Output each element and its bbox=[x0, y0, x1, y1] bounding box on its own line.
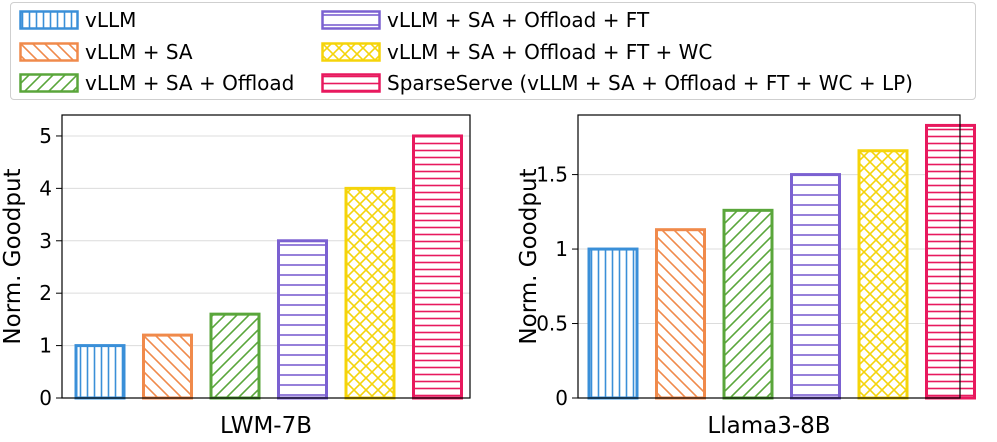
y-axis-label: Norm. Goodput bbox=[516, 168, 542, 344]
legend-swatch-vllm bbox=[19, 10, 79, 30]
legend-label: SparseServe (vLLM + SA + Offload + FT + … bbox=[387, 71, 913, 95]
legend-item-ft: vLLM + SA + Offload + FT bbox=[321, 6, 649, 34]
legend-swatch-ft bbox=[321, 10, 381, 30]
legend-swatch-sparseserve bbox=[321, 73, 381, 93]
bar bbox=[277, 239, 328, 400]
y-tick-label: 5 bbox=[39, 124, 52, 148]
y-tick-label: 1.5 bbox=[536, 163, 568, 187]
y-tick-label: 1 bbox=[39, 334, 52, 358]
legend-label: vLLM bbox=[85, 8, 137, 32]
legend-item-offload: vLLM + SA + Offload bbox=[19, 69, 294, 97]
bar bbox=[344, 186, 396, 400]
legend-item-sparseserve: SparseServe (vLLM + SA + Offload + FT + … bbox=[321, 69, 913, 97]
legend-swatch-offload bbox=[19, 73, 79, 93]
legend-swatch-vllm-sa bbox=[19, 42, 79, 62]
bar bbox=[587, 247, 639, 400]
axes-frame bbox=[577, 114, 961, 399]
legend: vLLM vLLM + SA vLLM + SA + Offload vLLM … bbox=[10, 2, 976, 100]
y-tick-label: 0 bbox=[39, 386, 52, 410]
y-axis-label: Norm. Goodput bbox=[0, 168, 26, 344]
chart-lwm-7b: 0 1 2 3 4 5 LWM-7B Norm. Goodput bbox=[0, 114, 471, 439]
y-tick-label: 1 bbox=[555, 237, 568, 261]
legend-item-vllm-sa: vLLM + SA bbox=[19, 38, 193, 66]
legend-item-vllm: vLLM bbox=[19, 6, 136, 34]
x-axis-label: LWM-7B bbox=[220, 413, 312, 439]
bar bbox=[722, 208, 774, 400]
legend-label: vLLM + SA + Offload + FT bbox=[387, 8, 650, 32]
y-tick-label: 3 bbox=[39, 229, 52, 253]
legend-label: vLLM + SA + Offload + FT + WC bbox=[387, 40, 713, 64]
bar bbox=[857, 149, 909, 400]
bar bbox=[655, 228, 706, 400]
legend-item-wc: vLLM + SA + Offload + FT + WC bbox=[321, 38, 712, 66]
x-axis-label: Llama3-8B bbox=[707, 413, 830, 439]
bar bbox=[74, 344, 126, 400]
legend-swatch-wc bbox=[321, 42, 381, 62]
y-tick-label: 2 bbox=[39, 281, 52, 305]
legend-label: vLLM + SA bbox=[85, 40, 193, 64]
bar bbox=[209, 312, 261, 400]
y-tick-label: 0.5 bbox=[536, 312, 568, 336]
bar bbox=[925, 123, 976, 400]
bar bbox=[142, 333, 193, 400]
axes-frame bbox=[61, 114, 471, 399]
chart-llama3-8b: 0 0.5 1 1.5 Llama3-8B Norm. Goodput bbox=[516, 114, 976, 439]
y-tick-label: 4 bbox=[39, 176, 52, 200]
bar bbox=[412, 134, 463, 400]
legend-label: vLLM + SA + Offload bbox=[85, 71, 295, 95]
bar bbox=[790, 173, 841, 400]
y-tick-label: 0 bbox=[555, 386, 568, 410]
